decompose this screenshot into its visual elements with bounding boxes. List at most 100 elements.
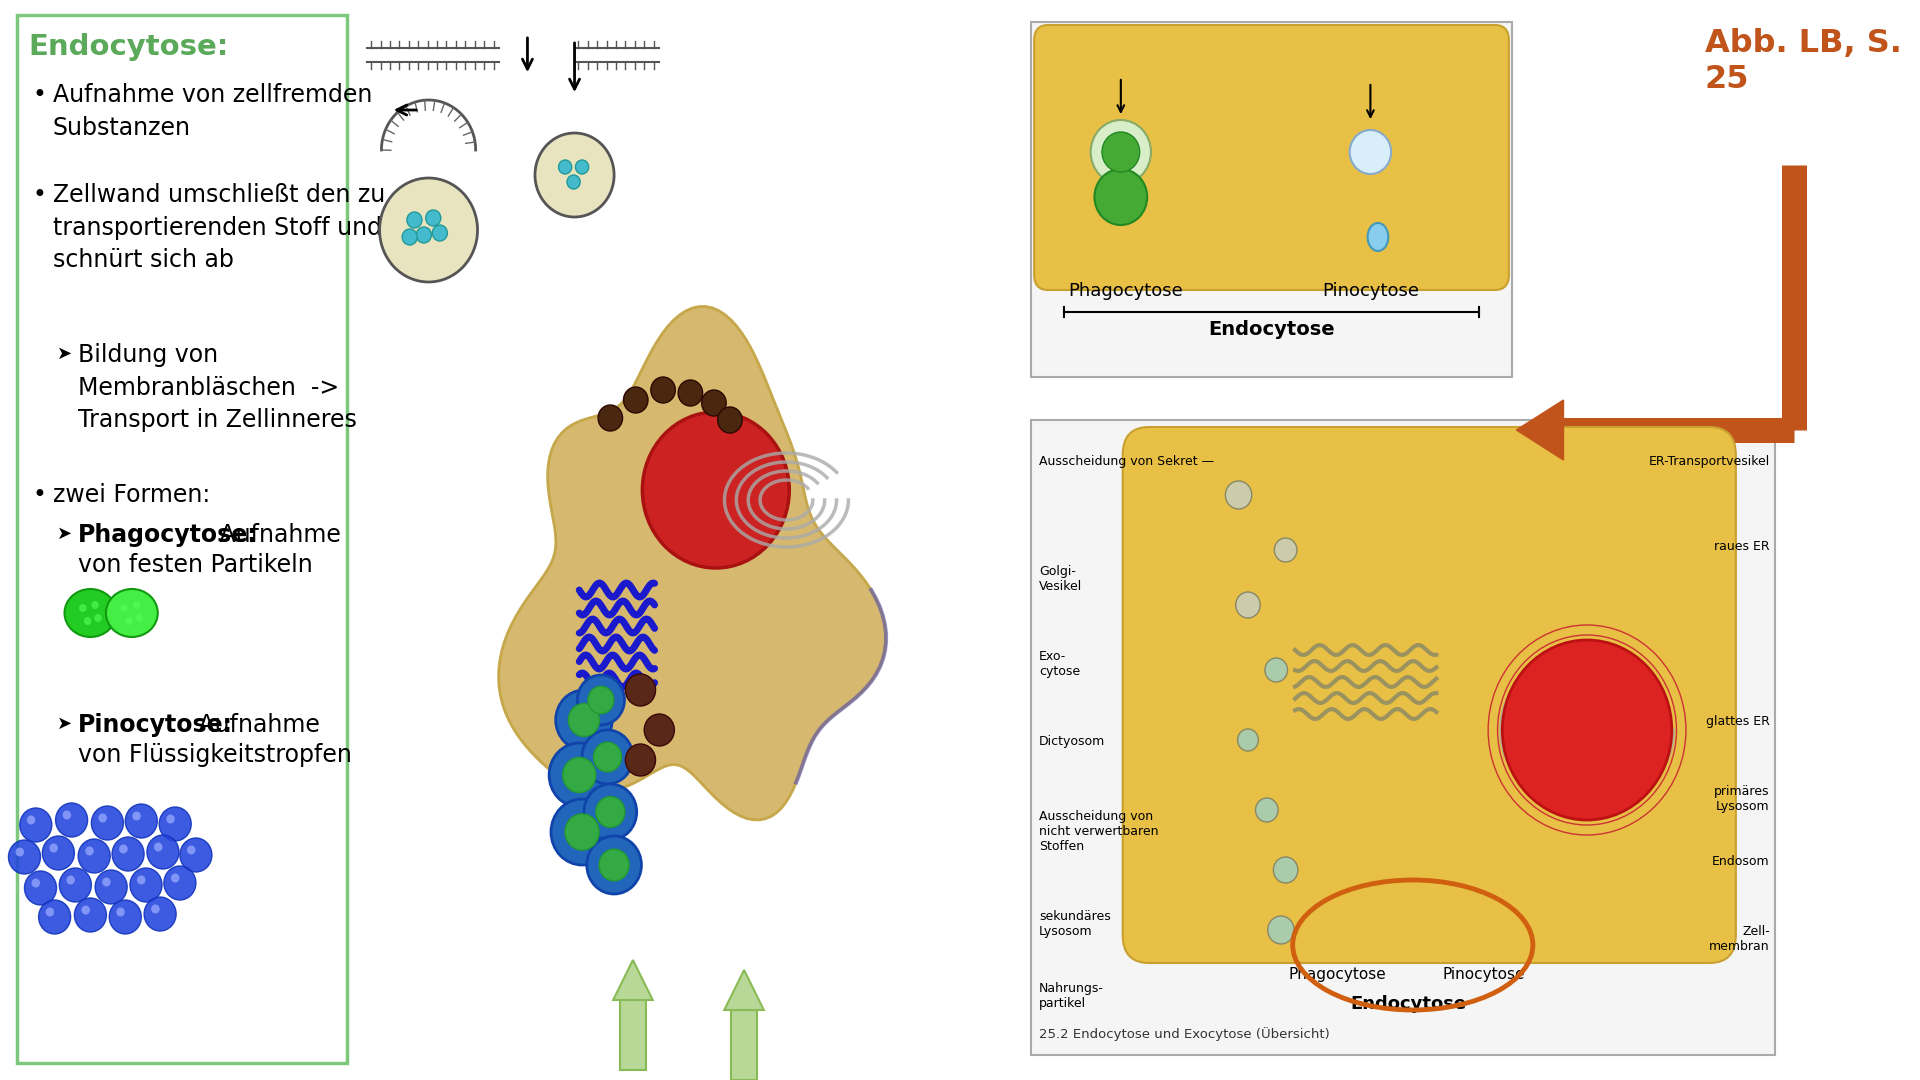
Text: Pinocytose: Pinocytose — [1321, 282, 1419, 300]
Text: ➤: ➤ — [56, 525, 71, 543]
Circle shape — [132, 600, 140, 609]
Text: ➤: ➤ — [56, 345, 71, 363]
Circle shape — [1267, 916, 1294, 944]
Text: Endocytose:: Endocytose: — [29, 33, 228, 60]
Text: Aufnahme von zellfremden
Substanzen: Aufnahme von zellfremden Substanzen — [52, 83, 372, 139]
Polygon shape — [1517, 400, 1563, 460]
Text: Exo-
cytose: Exo- cytose — [1039, 650, 1079, 678]
Circle shape — [15, 848, 25, 856]
Text: •: • — [33, 183, 46, 207]
Text: Zell-
membran: Zell- membran — [1709, 924, 1770, 953]
Text: ER-Transportvesikel: ER-Transportvesikel — [1649, 455, 1770, 468]
Circle shape — [79, 604, 86, 612]
Circle shape — [81, 905, 90, 915]
Circle shape — [568, 703, 599, 737]
Text: •: • — [33, 83, 46, 107]
Text: sekundäres
Lysosom: sekundäres Lysosom — [1039, 910, 1110, 939]
Circle shape — [19, 808, 52, 842]
Circle shape — [380, 178, 478, 282]
Circle shape — [584, 784, 637, 840]
Circle shape — [84, 617, 92, 625]
Circle shape — [407, 212, 422, 228]
FancyBboxPatch shape — [1031, 420, 1776, 1055]
Text: Nahrungs-
partikel: Nahrungs- partikel — [1039, 982, 1104, 1010]
Circle shape — [426, 210, 442, 226]
Circle shape — [125, 617, 132, 625]
Circle shape — [136, 615, 144, 622]
Circle shape — [599, 405, 622, 431]
Circle shape — [25, 870, 56, 905]
FancyBboxPatch shape — [17, 15, 348, 1063]
Circle shape — [582, 730, 634, 784]
Circle shape — [60, 868, 92, 902]
Circle shape — [92, 806, 123, 840]
Circle shape — [645, 714, 674, 746]
Circle shape — [117, 907, 125, 917]
Text: Phagocytose: Phagocytose — [1288, 967, 1386, 982]
Circle shape — [559, 160, 572, 174]
Text: von festen Partikeln: von festen Partikeln — [79, 553, 313, 577]
Circle shape — [588, 686, 614, 714]
Circle shape — [121, 604, 129, 612]
Circle shape — [1501, 640, 1672, 820]
Circle shape — [1238, 729, 1258, 751]
Circle shape — [626, 744, 655, 777]
Circle shape — [536, 133, 614, 217]
Circle shape — [564, 814, 599, 850]
Text: Endocytose: Endocytose — [1208, 320, 1334, 339]
Circle shape — [144, 897, 177, 931]
Circle shape — [588, 836, 641, 894]
Text: 25.2 Endocytose und Exocytose (Übersicht): 25.2 Endocytose und Exocytose (Übersicht… — [1039, 1027, 1331, 1041]
Circle shape — [148, 835, 179, 869]
Text: ➤: ➤ — [56, 715, 71, 733]
Circle shape — [79, 839, 109, 873]
Ellipse shape — [65, 589, 117, 637]
Circle shape — [50, 843, 58, 852]
Circle shape — [63, 810, 71, 820]
Text: Phagocytose:: Phagocytose: — [79, 523, 257, 546]
Circle shape — [75, 897, 106, 932]
Text: •: • — [33, 483, 46, 507]
Circle shape — [576, 160, 589, 174]
Circle shape — [163, 866, 196, 900]
Circle shape — [599, 849, 630, 881]
Text: von Flüssigkeitstropfen: von Flüssigkeitstropfen — [79, 743, 351, 767]
Circle shape — [549, 743, 609, 807]
Circle shape — [563, 757, 595, 793]
Circle shape — [566, 175, 580, 189]
Circle shape — [1273, 858, 1298, 883]
Circle shape — [119, 845, 127, 853]
Ellipse shape — [106, 589, 157, 637]
Circle shape — [417, 227, 432, 243]
Text: Ausscheidung von Sekret —: Ausscheidung von Sekret — — [1039, 455, 1213, 468]
Circle shape — [92, 600, 100, 609]
Circle shape — [1091, 120, 1150, 184]
Text: Aufnahme: Aufnahme — [192, 713, 321, 737]
Circle shape — [180, 838, 211, 872]
Circle shape — [624, 387, 649, 413]
Circle shape — [595, 797, 624, 827]
Polygon shape — [724, 970, 764, 1010]
Circle shape — [167, 814, 175, 823]
Text: Endocytose: Endocytose — [1350, 995, 1467, 1013]
Bar — [732, 1010, 756, 1080]
Circle shape — [109, 900, 142, 934]
Text: Phagocytose: Phagocytose — [1068, 282, 1183, 300]
FancyBboxPatch shape — [1123, 427, 1736, 963]
FancyBboxPatch shape — [1035, 25, 1509, 291]
Circle shape — [31, 878, 40, 888]
Circle shape — [643, 411, 789, 568]
Text: Aufnahme: Aufnahme — [211, 523, 340, 546]
Text: Ausscheidung von
nicht verwertbaren
Stoffen: Ausscheidung von nicht verwertbaren Stof… — [1039, 810, 1158, 853]
Ellipse shape — [1367, 222, 1388, 251]
Text: Bildung von
Membranbläschen  ->
Transport in Zellinneres: Bildung von Membranbläschen -> Transport… — [79, 343, 357, 432]
Circle shape — [132, 811, 140, 821]
Text: Pinocytose:: Pinocytose: — [79, 713, 232, 737]
Circle shape — [551, 799, 612, 865]
Circle shape — [8, 840, 40, 874]
Circle shape — [131, 868, 161, 902]
Circle shape — [96, 870, 127, 904]
Circle shape — [27, 815, 35, 824]
Circle shape — [1265, 658, 1288, 681]
Polygon shape — [499, 307, 885, 820]
